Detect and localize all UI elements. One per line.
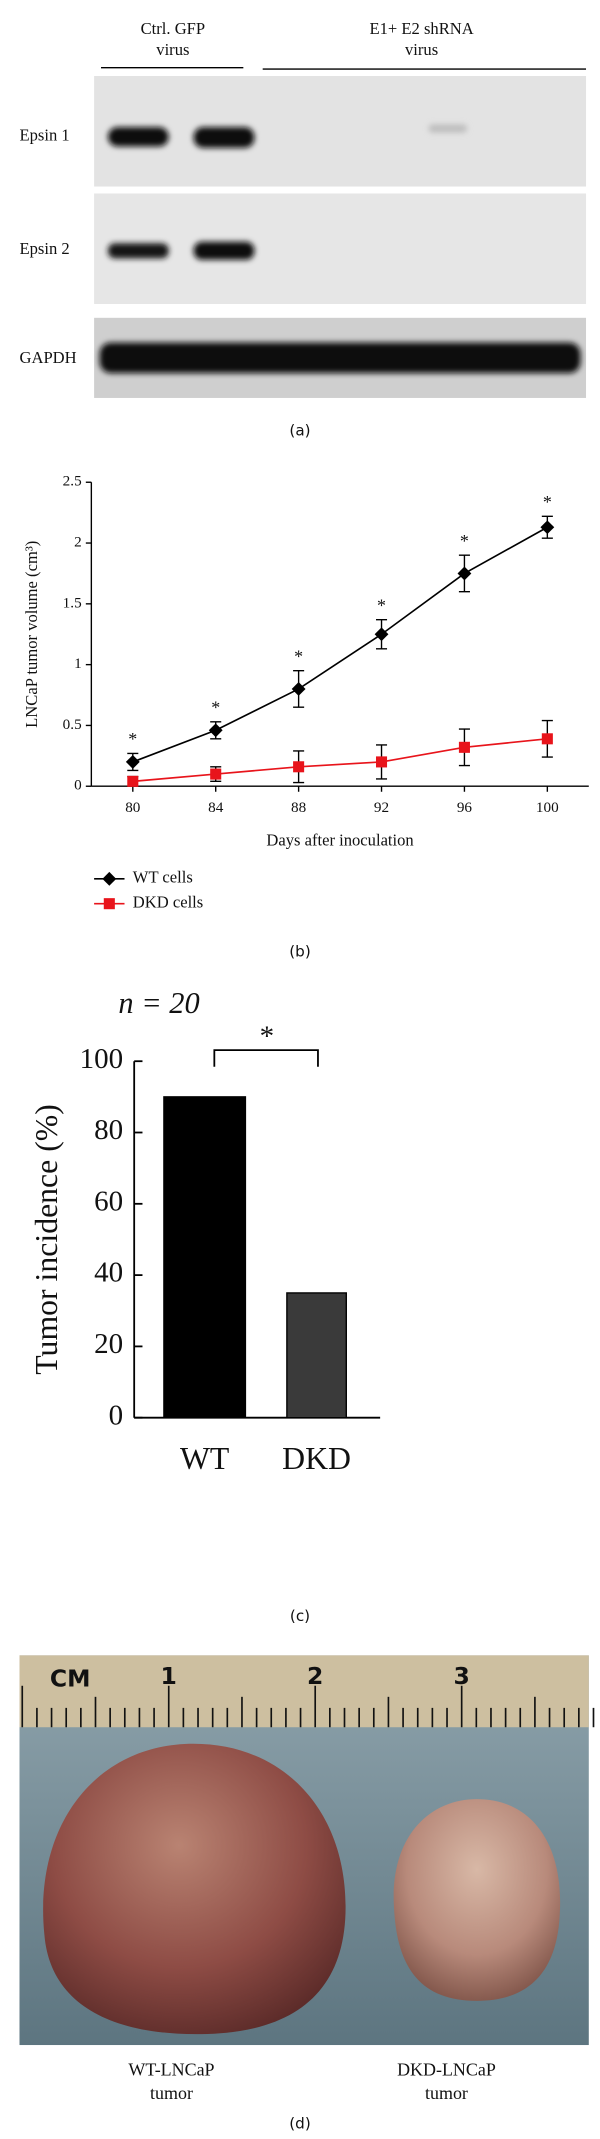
n-label: n = 20 (118, 986, 199, 1020)
significance-mark: * (294, 646, 303, 666)
y-tick-label: 0 (74, 777, 82, 794)
blot-strip (94, 193, 587, 304)
point (102, 871, 117, 886)
caption: (b) (289, 943, 311, 961)
point (125, 755, 140, 769)
x-tick-label: 88 (291, 799, 307, 816)
y-axis-label: Tumor incidence (%) (29, 1104, 64, 1375)
x-tick-label: WT (180, 1441, 229, 1476)
series-line (132, 737, 548, 783)
y-tick-label: 100 (80, 1043, 124, 1075)
photo-label: tumor (150, 2083, 193, 2103)
group-label: virus (156, 40, 189, 59)
photo-label: WT-LNCaP (128, 2059, 214, 2079)
group-label: E1+ E2 shRNA (369, 19, 473, 38)
x-tick-label: 100 (536, 799, 559, 816)
significance-mark: * (377, 595, 386, 615)
tumor (43, 1743, 346, 2035)
bar (286, 1292, 347, 1419)
point (375, 756, 388, 768)
point (103, 898, 115, 910)
y-tick-label: 20 (94, 1328, 123, 1360)
photo-label: tumor (425, 2083, 468, 2103)
y-tick-label: 80 (94, 1114, 123, 1146)
significance-mark: * (211, 697, 220, 717)
point (127, 775, 139, 787)
band (428, 124, 468, 133)
point (457, 566, 472, 581)
point (374, 627, 389, 642)
point (291, 682, 306, 696)
significance-bracket (213, 1049, 319, 1067)
significance-mark: * (128, 729, 137, 749)
y-tick-label: 60 (94, 1185, 123, 1217)
ruler-label: CM (50, 1665, 91, 1693)
ruler (19, 1655, 589, 1728)
line-chart: 0 0.5 1 1.5 2 2.5 80 84 88 92 96 100 Days after inoc… (22, 473, 589, 961)
caption: (d) (289, 2114, 311, 2132)
y-tick-label: 1.5 (63, 594, 82, 611)
y-tick-label: 40 (94, 1257, 123, 1289)
photo: CM 1 2 3 WT-LNCaP tumor DKD-LNCaP tumor … (19, 1655, 595, 2132)
significance-mark: * (460, 531, 469, 551)
ruler-ticks (21, 1685, 595, 1728)
point (208, 723, 223, 738)
point (210, 768, 222, 780)
point (540, 520, 555, 535)
group-label: Ctrl. GFP (141, 19, 206, 38)
row-label: Epsin 2 (19, 239, 69, 258)
y-tick-label: 1 (74, 655, 82, 672)
x-tick-label: 84 (208, 799, 224, 816)
legend-label: DKD cells (133, 892, 203, 911)
band (107, 243, 169, 259)
point (458, 741, 470, 753)
ruler-label: 1 (161, 1662, 177, 1690)
x-tick-label: DKD (282, 1441, 351, 1476)
tumor (393, 1799, 561, 2001)
legend-label: WT cells (133, 868, 193, 887)
point (293, 761, 305, 773)
row-label: GAPDH (19, 348, 76, 367)
point (541, 733, 553, 745)
band (99, 342, 581, 374)
ruler-label: 2 (307, 1662, 323, 1690)
series-line (132, 526, 548, 763)
caption: (a) (289, 422, 310, 440)
band (193, 241, 255, 260)
photo-label: DKD-LNCaP (397, 2059, 496, 2079)
bar-chart: 0 20 40 60 80 100 WT DKD Tumor incidence (%) n = … (29, 986, 381, 1625)
x-axis-label: Days after inoculation (266, 830, 414, 849)
caption: (c) (290, 1607, 310, 1625)
bar (163, 1096, 247, 1419)
group-label: virus (405, 40, 438, 59)
western-blot: Ctrl. GFP virus E1+ E2 shRNA virus Epsin… (19, 19, 587, 440)
significance-mark: * (543, 492, 552, 512)
significance-mark: * (260, 1021, 275, 1053)
y-axis-label: LNCaP tumor volume (cm³) (22, 541, 41, 728)
bands (99, 124, 581, 374)
band (107, 127, 169, 147)
x-tick-label: 96 (457, 799, 473, 816)
y-tick-label: 2 (74, 534, 82, 551)
x-tick-label: 92 (374, 799, 389, 816)
y-tick-label: 2.5 (63, 473, 82, 490)
ruler-label: 3 (453, 1662, 469, 1690)
row-label: Epsin 1 (19, 126, 69, 145)
blot-strip (94, 75, 587, 187)
band (193, 127, 255, 148)
y-tick-label: 0.5 (63, 716, 82, 733)
y-tick-label: 0 (109, 1399, 124, 1431)
x-tick-label: 80 (125, 799, 141, 816)
